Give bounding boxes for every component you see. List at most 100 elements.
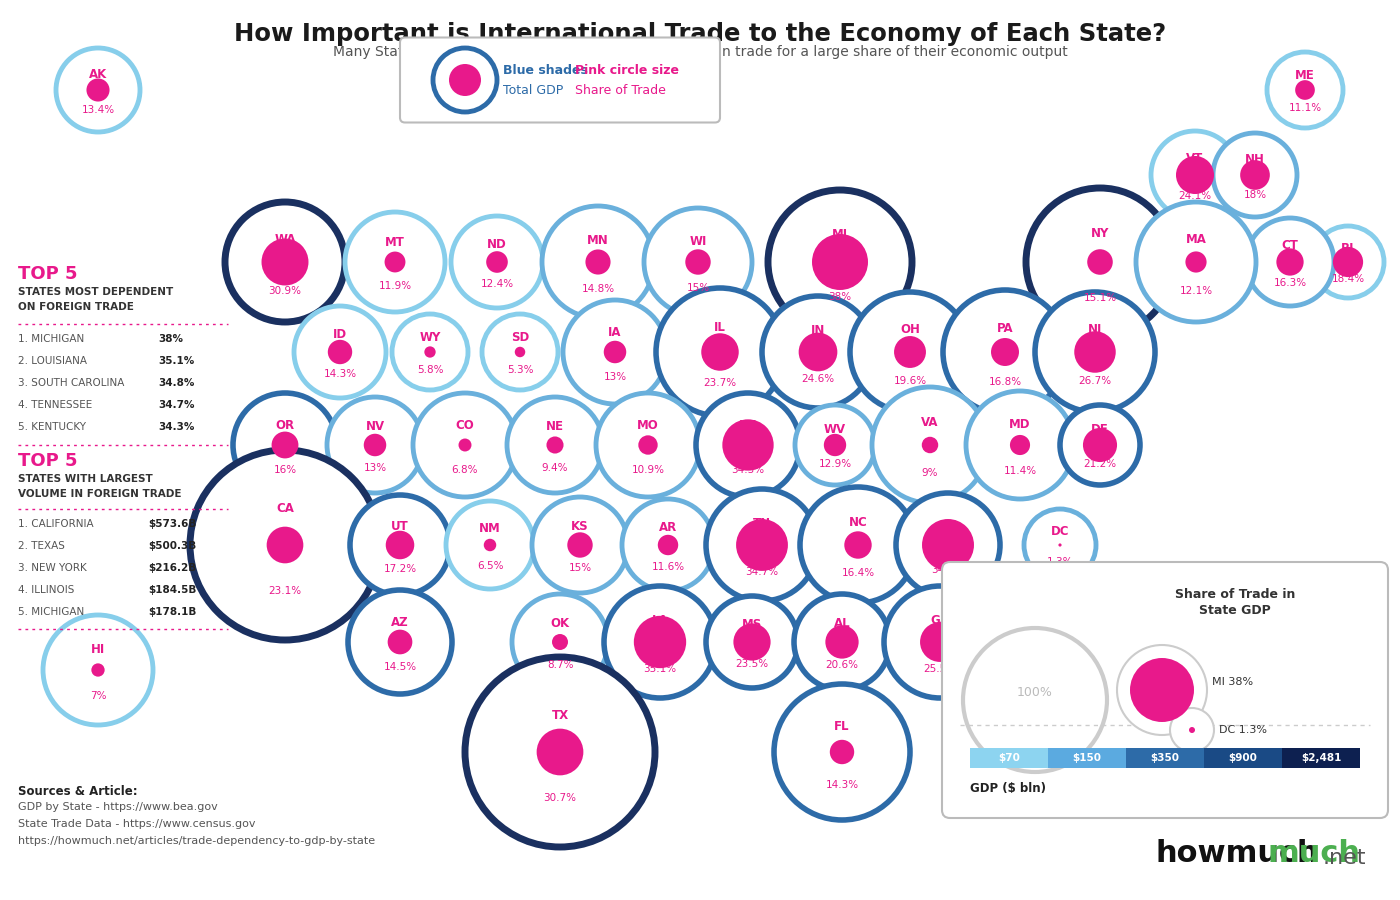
Text: FL: FL: [834, 720, 850, 733]
Text: TX: TX: [552, 709, 568, 723]
Circle shape: [449, 64, 482, 96]
Text: 34.7%: 34.7%: [158, 400, 195, 410]
Circle shape: [923, 519, 974, 571]
Text: 14.3%: 14.3%: [826, 779, 858, 789]
Circle shape: [328, 397, 423, 493]
Text: 35.1%: 35.1%: [644, 664, 676, 674]
Text: https://howmuch.net/articles/trade-dependency-to-gdp-by-state: https://howmuch.net/articles/trade-depen…: [18, 836, 375, 846]
Text: ID: ID: [333, 328, 347, 341]
Text: 34.3%: 34.3%: [158, 422, 195, 432]
Circle shape: [774, 684, 910, 820]
Text: 17.2%: 17.2%: [384, 564, 417, 574]
Text: 11.4%: 11.4%: [1004, 466, 1036, 476]
Circle shape: [736, 519, 788, 571]
Circle shape: [344, 212, 445, 312]
Text: MN: MN: [587, 234, 609, 248]
Circle shape: [1176, 156, 1214, 194]
Text: $184.5B: $184.5B: [148, 585, 196, 595]
Circle shape: [603, 341, 626, 364]
Circle shape: [963, 628, 1107, 772]
Circle shape: [966, 391, 1074, 499]
Text: 9.4%: 9.4%: [542, 463, 568, 473]
FancyBboxPatch shape: [400, 38, 720, 122]
Text: WY: WY: [420, 331, 441, 344]
Text: NJ: NJ: [1088, 323, 1102, 336]
Circle shape: [872, 387, 988, 503]
Circle shape: [43, 615, 153, 725]
Text: 15.1%: 15.1%: [1084, 292, 1117, 302]
Text: 1. MICHIGAN: 1. MICHIGAN: [18, 334, 84, 344]
Circle shape: [696, 393, 799, 497]
Circle shape: [1277, 248, 1303, 275]
Text: DC: DC: [1051, 525, 1070, 538]
Text: AZ: AZ: [391, 616, 409, 629]
Circle shape: [262, 238, 308, 285]
Text: 100%: 100%: [1016, 686, 1053, 698]
Text: $500.3B: $500.3B: [148, 541, 196, 551]
Circle shape: [350, 495, 449, 595]
Text: 4. TENNESSEE: 4. TENNESSEE: [18, 400, 92, 410]
Circle shape: [532, 497, 629, 593]
Text: 16.8%: 16.8%: [988, 377, 1022, 387]
Text: CO: CO: [455, 418, 475, 432]
Circle shape: [272, 432, 298, 458]
FancyBboxPatch shape: [942, 562, 1387, 818]
Bar: [1204, 748, 1282, 768]
Text: ND: ND: [487, 238, 507, 251]
Text: State GDP: State GDP: [1200, 604, 1271, 617]
Circle shape: [701, 333, 739, 371]
Text: NH: NH: [1245, 152, 1266, 166]
Text: 6.5%: 6.5%: [477, 561, 503, 572]
Bar: [1049, 748, 1126, 768]
Text: Pink circle size: Pink circle size: [575, 64, 679, 76]
Circle shape: [685, 249, 711, 274]
Circle shape: [1333, 247, 1364, 277]
Circle shape: [1186, 251, 1207, 273]
Circle shape: [486, 251, 508, 273]
Text: 5. KENTUCKY: 5. KENTUCKY: [18, 422, 85, 432]
Text: OR: OR: [276, 418, 294, 432]
Circle shape: [386, 531, 414, 559]
Circle shape: [56, 48, 140, 132]
Text: KY: KY: [739, 418, 757, 432]
Circle shape: [657, 288, 784, 416]
Text: $350: $350: [1151, 753, 1179, 763]
Text: CT: CT: [1281, 238, 1298, 252]
Text: 13.4%: 13.4%: [81, 105, 115, 115]
Text: State Trade Data - https://www.census.gov: State Trade Data - https://www.census.go…: [18, 819, 255, 829]
Circle shape: [1060, 405, 1140, 485]
Text: RI: RI: [1341, 242, 1355, 255]
Circle shape: [638, 436, 658, 454]
Text: 16.3%: 16.3%: [1274, 278, 1306, 288]
Circle shape: [465, 657, 655, 847]
Circle shape: [844, 531, 872, 559]
Text: DE: DE: [1091, 423, 1109, 436]
Text: Many States are highly globalized and depend on foreign trade for a large share : Many States are highly globalized and de…: [333, 45, 1067, 59]
Text: 34.8%: 34.8%: [158, 378, 195, 388]
Circle shape: [1130, 658, 1194, 722]
Circle shape: [1088, 249, 1113, 274]
Text: How Important is International Trade to the Economy of Each State?: How Important is International Trade to …: [234, 22, 1166, 46]
Text: Sources & Article:: Sources & Article:: [18, 785, 137, 798]
Text: $573.6B: $573.6B: [148, 519, 196, 529]
Circle shape: [190, 450, 379, 640]
Text: 3. NEW YORK: 3. NEW YORK: [18, 563, 87, 573]
Circle shape: [1246, 218, 1334, 306]
Circle shape: [451, 216, 543, 308]
Circle shape: [920, 622, 960, 662]
Text: 11.6%: 11.6%: [651, 562, 685, 572]
Text: 14.3%: 14.3%: [323, 369, 357, 379]
Circle shape: [459, 438, 472, 452]
Text: 5.3%: 5.3%: [507, 365, 533, 375]
Text: 24.6%: 24.6%: [801, 374, 834, 384]
Circle shape: [883, 586, 995, 698]
Circle shape: [895, 336, 925, 368]
Circle shape: [392, 314, 468, 390]
Text: SC: SC: [939, 518, 956, 532]
Text: MI 38%: MI 38%: [1212, 677, 1253, 687]
Text: 15%: 15%: [568, 563, 592, 573]
Text: 13%: 13%: [603, 372, 627, 382]
Text: PA: PA: [997, 322, 1014, 335]
Circle shape: [762, 296, 874, 408]
Text: 10.9%: 10.9%: [631, 465, 665, 475]
